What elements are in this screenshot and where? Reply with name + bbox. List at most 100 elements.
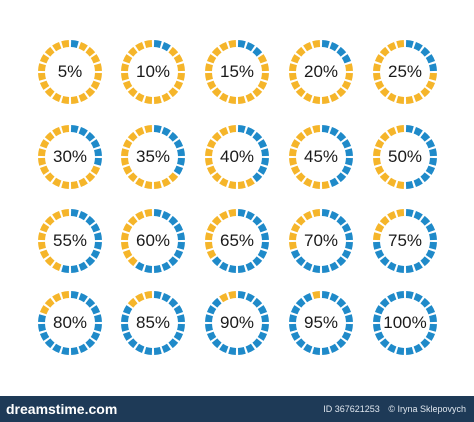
ring-segment-complete	[70, 291, 79, 299]
progress-ring-graphic	[38, 125, 102, 189]
ring-segment-complete	[257, 305, 268, 315]
ring-segment-remaining	[39, 54, 50, 64]
author-credit: © Iryna Sklepovych	[388, 404, 466, 414]
ring-segment-remaining	[290, 223, 301, 233]
ring-segment-remaining	[312, 125, 321, 133]
ring-segment-remaining	[39, 223, 50, 233]
ring-segment-remaining	[173, 54, 184, 64]
ring-segment-complete	[78, 292, 88, 303]
ring-segment-complete	[329, 41, 339, 52]
ring-segment-remaining	[219, 41, 229, 52]
ring-segment-remaining	[44, 46, 55, 57]
ring-segment-complete	[252, 338, 263, 349]
ring-segment-remaining	[374, 80, 385, 90]
ring-segment-remaining	[289, 148, 297, 157]
ring-segment-complete	[38, 323, 46, 332]
ring-segment-complete	[345, 241, 353, 250]
ring-segment-complete	[420, 256, 431, 267]
ring-segment-complete	[295, 297, 306, 308]
ring-segment-remaining	[289, 72, 297, 81]
percentage-label: 20%	[303, 62, 339, 81]
ring-segment-complete	[329, 177, 339, 188]
progress-ring: 45%	[286, 122, 356, 192]
ring-segment-complete	[168, 338, 179, 349]
ring-segment-remaining	[85, 87, 96, 98]
ring-segment-remaining	[387, 41, 397, 52]
ring-segment-complete	[405, 181, 414, 189]
ring-segment-complete	[429, 323, 437, 332]
ring-segment-remaining	[289, 232, 297, 241]
ring-segment-complete	[173, 331, 184, 341]
ring-segment-complete	[85, 215, 96, 226]
ring-segment-remaining	[312, 209, 321, 217]
percentage-label: 60%	[135, 231, 171, 250]
ring-segment-complete	[78, 261, 88, 272]
ring-segment-remaining	[211, 215, 222, 226]
ring-segment-complete	[219, 261, 229, 272]
ring-segment-remaining	[396, 181, 405, 189]
ring-segment-complete	[303, 292, 313, 303]
ring-segment-remaining	[261, 72, 269, 81]
progress-ring-graphic	[205, 209, 269, 273]
ring-segment-remaining	[245, 92, 255, 103]
ring-segment-complete	[94, 314, 102, 323]
progress-ring: 35%	[118, 122, 188, 192]
ring-segment-remaining	[261, 63, 269, 72]
progress-ring: 70%	[286, 206, 356, 276]
ring-segment-remaining	[206, 80, 217, 90]
ring-segment-remaining	[237, 96, 246, 104]
percentage-label: 40%	[219, 147, 255, 166]
ring-segment-complete	[425, 223, 436, 233]
percentage-label: 80%	[52, 313, 88, 332]
progress-ring-graphic	[373, 125, 437, 189]
ring-segment-remaining	[38, 63, 46, 72]
ring-segment-complete	[245, 343, 255, 354]
percentage-label: 70%	[303, 231, 339, 250]
ring-segment-complete	[329, 261, 339, 272]
ring-segment-remaining	[44, 297, 55, 308]
ring-segment-remaining	[161, 177, 171, 188]
ring-segment-complete	[374, 331, 385, 341]
ring-segment-complete	[321, 209, 330, 217]
ring-segment-complete	[312, 347, 321, 355]
ring-segment-complete	[135, 343, 145, 354]
ring-segment-complete	[341, 139, 352, 149]
ring-segment-remaining	[121, 157, 129, 166]
ring-segment-complete	[245, 41, 255, 52]
ring-segment-complete	[90, 139, 101, 149]
ring-segment-complete	[374, 249, 385, 259]
ring-segment-complete	[38, 314, 46, 323]
ring-segment-complete	[161, 292, 171, 303]
ring-segment-complete	[94, 148, 102, 157]
ring-segment-remaining	[94, 63, 102, 72]
ring-segment-complete	[39, 331, 50, 341]
ring-segment-complete	[168, 256, 179, 267]
progress-ring: 95%	[286, 288, 356, 358]
progress-ring: 100%	[370, 288, 440, 358]
ring-segment-remaining	[211, 87, 222, 98]
ring-segment-complete	[321, 265, 330, 273]
ring-segment-complete	[405, 209, 414, 217]
ring-segment-complete	[173, 139, 184, 149]
ring-segment-complete	[237, 125, 246, 133]
ring-segment-complete	[413, 210, 423, 221]
ring-segment-complete	[374, 305, 385, 315]
ring-segment-remaining	[211, 172, 222, 183]
stock-footer-bar: dreamstime.com ID 367621253 © Iryna Skle…	[0, 396, 474, 422]
ring-segment-complete	[61, 347, 70, 355]
ring-segment-remaining	[38, 232, 46, 241]
progress-ring: 50%	[370, 122, 440, 192]
ring-segment-complete	[153, 209, 162, 217]
ring-segment-complete	[420, 297, 431, 308]
ring-segment-remaining	[121, 241, 129, 250]
ring-segment-complete	[413, 177, 423, 188]
ring-segment-complete	[257, 165, 268, 175]
ring-segment-complete	[261, 323, 269, 332]
ring-segment-remaining	[127, 297, 138, 308]
ring-segment-remaining	[387, 210, 397, 221]
ring-segment-complete	[405, 40, 414, 48]
progress-ring: 15%	[202, 37, 272, 107]
progress-ring: 75%	[370, 206, 440, 276]
ring-segment-remaining	[94, 72, 102, 81]
ring-segment-complete	[153, 291, 162, 299]
